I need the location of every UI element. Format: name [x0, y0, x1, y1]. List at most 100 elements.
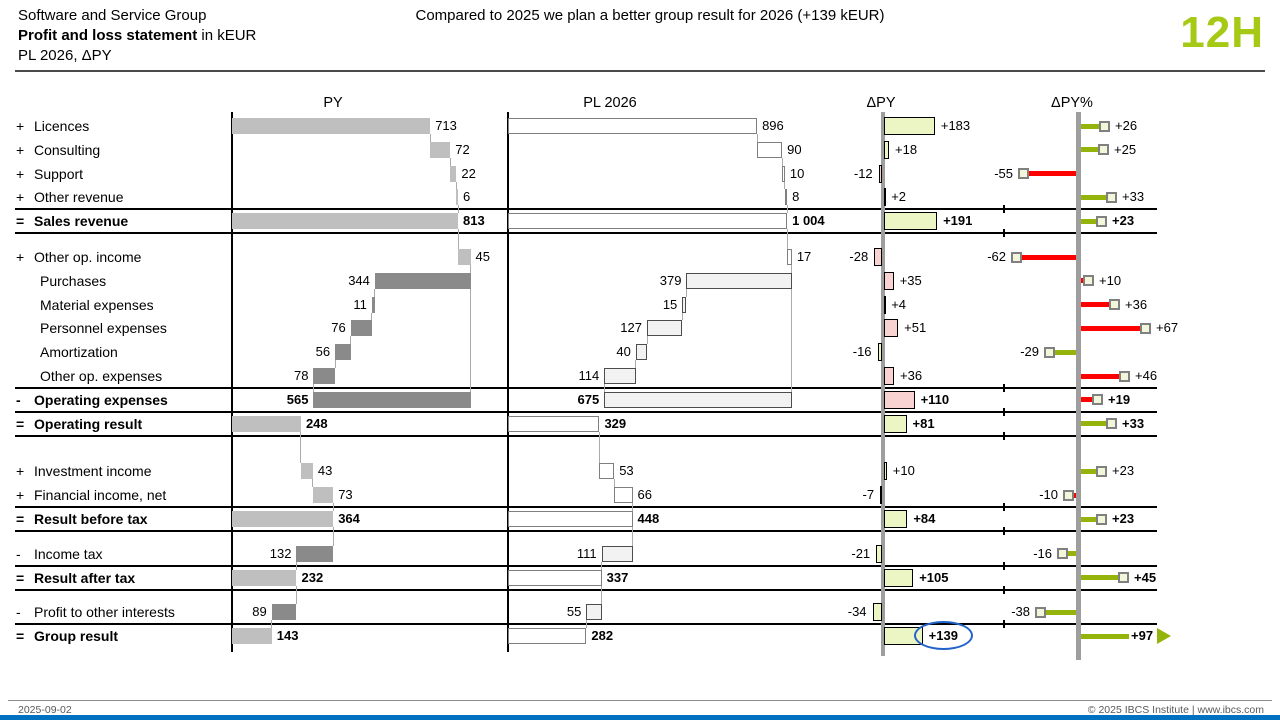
pct-value-label: +19 — [1108, 391, 1131, 407]
py-bar — [335, 344, 351, 361]
report-unit: Software and Service Group — [18, 7, 207, 24]
row-prefix: - — [16, 545, 21, 562]
pl-axis — [507, 112, 509, 653]
py-value-label: 78 — [293, 368, 309, 383]
pin-marker — [1096, 465, 1107, 477]
pl-bar — [784, 189, 788, 206]
row-label: Operating result — [34, 415, 143, 432]
dpy-value-label: -28 — [849, 249, 869, 264]
py-value-label: 6 — [463, 189, 471, 205]
pl-bar — [686, 272, 792, 289]
pin-marker — [1092, 394, 1103, 406]
dpy-bar — [872, 603, 882, 622]
waterfall-connector — [271, 620, 273, 629]
pl-bar — [508, 569, 602, 586]
py-bar — [232, 628, 272, 645]
row-prefix: = — [16, 415, 25, 432]
row-prefix: + — [16, 118, 25, 134]
row-prefix: - — [16, 391, 21, 408]
dpy-value-label: +2 — [891, 189, 907, 205]
separator-line — [15, 506, 1157, 508]
row-label: Material expenses — [40, 296, 154, 313]
pl-value-label: 896 — [762, 118, 784, 133]
pct-value-label: -29 — [1020, 344, 1039, 360]
waterfall-connector — [334, 360, 336, 368]
py-bar — [371, 296, 375, 313]
waterfall-connector — [455, 181, 457, 190]
separator-tick — [1003, 408, 1005, 416]
separator-tick — [1003, 586, 1005, 594]
pl-bar — [647, 320, 683, 337]
separator-line — [15, 435, 1157, 437]
pin-marker — [1118, 572, 1129, 584]
py-bar — [313, 368, 336, 384]
waterfall-connector — [598, 431, 600, 464]
footer-date: 2025-09-02 — [18, 704, 72, 716]
pin-marker — [1106, 418, 1117, 430]
py-bar — [232, 569, 297, 586]
pin-marker — [1044, 346, 1055, 358]
message-headline: Compared to 2025 we plan a better group … — [415, 7, 885, 24]
py-value-label: 132 — [269, 545, 292, 561]
pl-value-label: 17 — [796, 249, 812, 264]
pin-line — [1081, 302, 1109, 308]
pl-bar — [782, 165, 785, 182]
pin-line — [1081, 468, 1096, 474]
py-value-label: 364 — [338, 511, 360, 526]
py-bar — [430, 141, 451, 158]
waterfall-connector — [791, 288, 793, 392]
pin-marker — [1083, 275, 1094, 287]
pl-bar — [599, 463, 615, 480]
waterfall-connector — [632, 527, 634, 546]
pin-marker — [1035, 606, 1046, 618]
pl-bar — [614, 487, 633, 504]
pct-value-label: +67 — [1156, 320, 1179, 336]
pl-value-label: 127 — [620, 320, 642, 336]
dpy-pct-axis — [1076, 112, 1081, 661]
pct-value-label: +46 — [1135, 368, 1158, 383]
pin-marker — [1119, 370, 1130, 382]
report-title-unit: in kEUR — [197, 27, 257, 44]
py-value-label: 76 — [331, 320, 346, 336]
py-value-label: 565 — [286, 391, 309, 407]
row-prefix: + — [16, 249, 25, 265]
separator-line — [15, 232, 1157, 234]
waterfall-connector — [457, 229, 459, 249]
waterfall-connector — [632, 503, 634, 511]
pin-line — [1081, 421, 1106, 427]
row-label: Consulting — [34, 141, 101, 158]
highlight-ellipse — [914, 621, 973, 651]
pct-value-label: +23 — [1112, 213, 1135, 229]
pl-bar — [682, 296, 687, 313]
pl-value-label: 90 — [787, 141, 802, 157]
dpy-bar — [884, 390, 915, 409]
waterfall-connector — [786, 205, 788, 214]
row-label: Personnel expenses — [40, 320, 167, 337]
row-label: Income tax — [34, 545, 103, 562]
row-label: Investment income — [34, 463, 152, 480]
footer-accent-bar — [0, 715, 1280, 720]
py-axis — [231, 112, 233, 653]
pin-line — [1081, 194, 1106, 200]
row-label: Licences — [34, 118, 90, 134]
pl-value-label: 675 — [577, 391, 600, 407]
row-prefix: = — [16, 628, 25, 645]
row-label: Result after tax — [34, 569, 136, 586]
pl-bar — [604, 368, 636, 384]
waterfall-connector — [332, 527, 334, 546]
dpy-value-label: -21 — [851, 545, 871, 561]
dpy-bar — [884, 367, 894, 385]
pin-marker — [1098, 144, 1109, 156]
py-value-label: 45 — [475, 249, 490, 264]
pin-marker — [1109, 299, 1120, 311]
pct-value-label: +25 — [1114, 141, 1137, 157]
dpy-value-label: +191 — [943, 213, 973, 229]
pin-marker — [1011, 251, 1022, 263]
pin-line — [1081, 575, 1118, 581]
row-label: Operating expenses — [34, 391, 168, 408]
pin-line — [1074, 492, 1076, 498]
pl-bar — [787, 249, 792, 265]
pl-value-label: 1 004 — [792, 213, 825, 229]
pl-value-label: 379 — [659, 272, 682, 288]
